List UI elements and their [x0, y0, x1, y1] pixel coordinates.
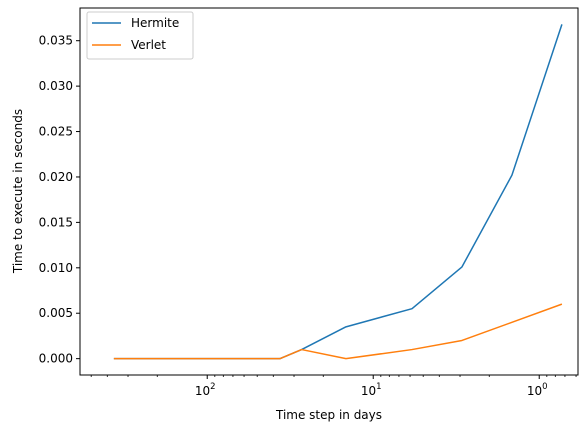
y-tick-label: 0.015	[39, 215, 73, 229]
y-axis-ticks: 0.000 0.005 0.010 0.015 0.020 0.025 0.030 0.035	[39, 34, 80, 366]
legend-label: Hermite	[131, 16, 179, 30]
y-tick-label: 0.030	[39, 79, 73, 93]
y-tick-label: 0.005	[39, 306, 73, 320]
y-axis-label: Time to execute in seconds	[11, 109, 25, 274]
series-line-verlet	[113, 303, 563, 360]
y-tick-label: 0.035	[39, 34, 73, 48]
legend: Hermite Verlet	[86, 11, 194, 60]
plot-area-frame	[79, 7, 579, 376]
plot-lines	[113, 24, 563, 360]
y-tick-label: 0.020	[39, 170, 73, 184]
y-tick-label: 0.010	[39, 261, 73, 275]
legend-label: Verlet	[131, 38, 166, 52]
x-axis-label: Time step in days	[275, 408, 382, 422]
y-tick-label: 0.025	[39, 125, 73, 139]
y-tick-label: 0.000	[39, 352, 73, 366]
